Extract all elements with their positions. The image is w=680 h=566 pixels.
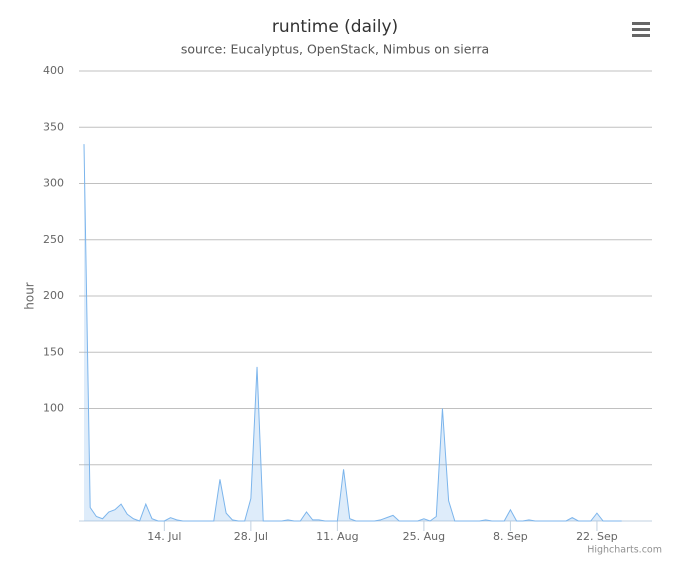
credits[interactable]: Highcharts.com — [587, 545, 662, 556]
chart-subtitle: source: Eucalyptus, OpenStack, Nimbus on… — [181, 42, 489, 57]
menu-bar — [632, 22, 650, 25]
y-tick-label: 350 — [43, 120, 64, 133]
chart-title: runtime (daily) — [272, 17, 398, 37]
x-tick-label: 22. Sep — [576, 530, 618, 543]
menu-bar — [632, 34, 650, 37]
y-tick-label: 250 — [43, 233, 64, 246]
y-axis-title: hour — [23, 282, 37, 310]
menu-bar — [632, 28, 650, 31]
x-tick-label: 8. Sep — [493, 530, 528, 543]
x-tick-label: 28. Jul — [234, 530, 268, 543]
y-tick-label: 100 — [43, 402, 64, 415]
y-tick-label: 400 — [43, 64, 64, 77]
y-tick-label: 300 — [43, 177, 64, 190]
x-tick-label: 25. Aug — [403, 530, 445, 543]
x-tick-label: 14. Jul — [147, 530, 181, 543]
menu-button[interactable] — [632, 22, 650, 37]
area-line — [83, 144, 622, 522]
x-tick-label: 11. Aug — [316, 530, 358, 543]
y-tick-label: 150 — [43, 345, 64, 358]
y-tick-label: 200 — [43, 289, 64, 302]
